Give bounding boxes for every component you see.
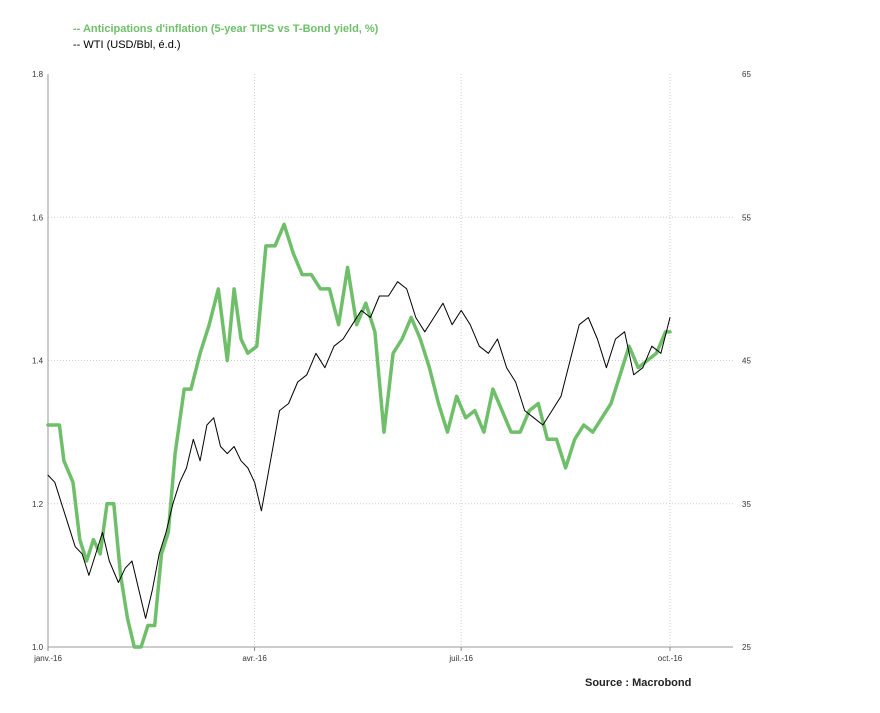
series-line-wti bbox=[47, 281, 671, 619]
left-tick-label: 1.0 bbox=[32, 643, 44, 652]
x-axis: janv.-16 avr.-16 juil.-16 oct.-16 bbox=[33, 647, 683, 663]
x-tick-label: oct.-16 bbox=[658, 654, 683, 663]
source-note: Source : Macrobond bbox=[585, 677, 691, 689]
right-tick-label: 65 bbox=[742, 70, 751, 79]
x-tick-label: avr.-16 bbox=[242, 654, 267, 663]
gridlines bbox=[48, 74, 733, 647]
legend-entry-wti: -- WTI (USD/Bbl, é.d.) bbox=[73, 39, 181, 51]
left-tick-label: 1.8 bbox=[32, 70, 44, 79]
left-tick-label: 1.4 bbox=[32, 357, 44, 366]
plot-frame bbox=[47, 74, 733, 648]
right-tick-label: 55 bbox=[742, 213, 751, 222]
right-axis: 25 35 45 55 65 bbox=[742, 70, 751, 652]
series-layer bbox=[46, 222, 672, 649]
right-tick-label: 35 bbox=[742, 500, 751, 509]
left-tick-label: 1.2 bbox=[32, 500, 44, 509]
legend-entry-inflation: -- Anticipations d'inflation (5-year TIP… bbox=[73, 23, 379, 35]
x-tick-label: janv.-16 bbox=[33, 654, 62, 663]
left-axis: 1.0 1.2 1.4 1.6 1.8 bbox=[32, 70, 44, 652]
legend: -- Anticipations d'inflation (5-year TIP… bbox=[73, 23, 379, 51]
right-tick-label: 25 bbox=[742, 643, 751, 652]
left-tick-label: 1.6 bbox=[32, 213, 44, 222]
right-tick-label: 45 bbox=[742, 357, 751, 366]
series-line-inflation bbox=[46, 222, 672, 649]
x-tick-label: juil.-16 bbox=[448, 654, 473, 663]
